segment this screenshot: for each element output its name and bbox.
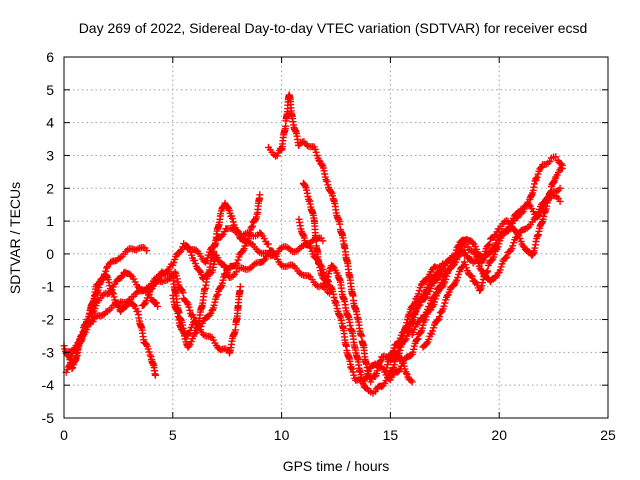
y-tick-label: 0 (46, 246, 54, 262)
point-markers (182, 241, 333, 297)
x-axis-label: GPS time / hours (283, 458, 390, 474)
y-tick-label: 3 (46, 147, 54, 163)
y-tick-label: 6 (46, 49, 54, 65)
x-tick-label: 15 (383, 427, 399, 443)
grid-lines (64, 57, 608, 418)
point-markers (386, 192, 564, 364)
x-tick-label: 25 (600, 427, 616, 443)
point-markers (265, 91, 416, 386)
plot-frame (63, 56, 609, 419)
y-axis-label: SDTVAR / TECUs (7, 182, 23, 294)
y-tick-label: -5 (42, 410, 55, 426)
y-tick-label: 1 (46, 213, 54, 229)
y-tick-label: 4 (46, 115, 54, 131)
series-track-9 (265, 91, 416, 386)
chart-title: Day 269 of 2022, Sidereal Day-to-day VTE… (79, 20, 588, 36)
series-track-6 (147, 191, 264, 330)
y-tick-label: 2 (46, 180, 54, 196)
x-tick-label: 0 (60, 427, 68, 443)
series-track-13 (386, 192, 564, 364)
x-tick-label: 10 (274, 427, 290, 443)
series-track-14 (408, 164, 566, 339)
y-tick-label: -4 (42, 377, 55, 393)
y-tick-label: -2 (42, 312, 55, 328)
x-tick-label: 20 (491, 427, 507, 443)
y-tick-label: -3 (42, 344, 55, 360)
point-markers (147, 191, 264, 330)
point-markers (419, 153, 566, 351)
data-points (60, 91, 566, 397)
point-markers (408, 164, 566, 339)
y-tick-label: -1 (42, 279, 55, 295)
series-track-15 (419, 153, 566, 351)
x-tick-label: 5 (169, 427, 177, 443)
axes: 0 5 10 15 20 25 -5 -4 -3 -2 -1 0 1 2 3 4 5 6 (42, 49, 616, 443)
y-tick-label: 5 (46, 82, 54, 98)
series-track-8 (182, 241, 333, 297)
